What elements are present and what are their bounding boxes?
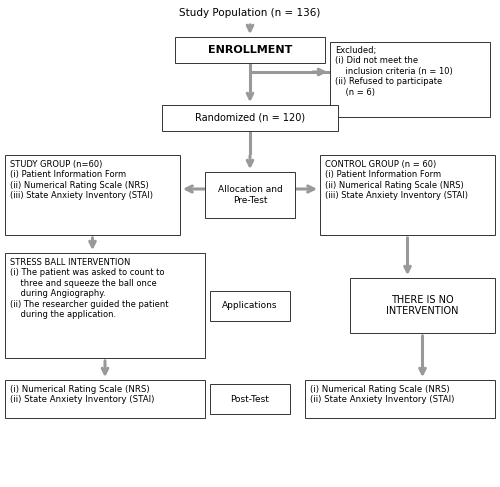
FancyBboxPatch shape (320, 155, 495, 235)
FancyBboxPatch shape (162, 105, 338, 131)
FancyBboxPatch shape (330, 42, 490, 117)
Text: STRESS BALL INTERVENTION
(i) The patient was asked to count to
    three and squ: STRESS BALL INTERVENTION (i) The patient… (10, 258, 168, 319)
FancyBboxPatch shape (205, 172, 295, 218)
Text: Randomized (n = 120): Randomized (n = 120) (195, 113, 305, 123)
Text: Excluded;
(i) Did not meet the
    inclusion criteria (n = 10)
(ii) Refused to p: Excluded; (i) Did not meet the inclusion… (335, 46, 453, 96)
Text: Applications: Applications (222, 301, 278, 310)
Text: CONTROL GROUP (n = 60)
(i) Patient Information Form
(ii) Numerical Rating Scale : CONTROL GROUP (n = 60) (i) Patient Infor… (325, 160, 468, 200)
Text: (i) Numerical Rating Scale (NRS)
(ii) State Anxiety Inventory (STAI): (i) Numerical Rating Scale (NRS) (ii) St… (310, 385, 454, 404)
FancyBboxPatch shape (5, 380, 205, 418)
Text: Study Population (n = 136): Study Population (n = 136) (180, 8, 320, 18)
FancyBboxPatch shape (5, 155, 180, 235)
Text: (i) Numerical Rating Scale (NRS)
(ii) State Anxiety Inventory (STAI): (i) Numerical Rating Scale (NRS) (ii) St… (10, 385, 154, 404)
FancyBboxPatch shape (305, 380, 495, 418)
FancyBboxPatch shape (210, 384, 290, 414)
Text: STUDY GROUP (n=60)
(i) Patient Information Form
(ii) Numerical Rating Scale (NRS: STUDY GROUP (n=60) (i) Patient Informati… (10, 160, 153, 200)
Text: Post-Test: Post-Test (230, 394, 270, 404)
Text: THERE IS NO
INTERVENTION: THERE IS NO INTERVENTION (386, 295, 459, 316)
Text: ENROLLMENT: ENROLLMENT (208, 45, 292, 55)
Text: Allocation and
Pre-Test: Allocation and Pre-Test (218, 185, 282, 205)
FancyBboxPatch shape (5, 253, 205, 358)
FancyBboxPatch shape (350, 278, 495, 333)
FancyBboxPatch shape (210, 291, 290, 320)
FancyBboxPatch shape (175, 37, 325, 63)
